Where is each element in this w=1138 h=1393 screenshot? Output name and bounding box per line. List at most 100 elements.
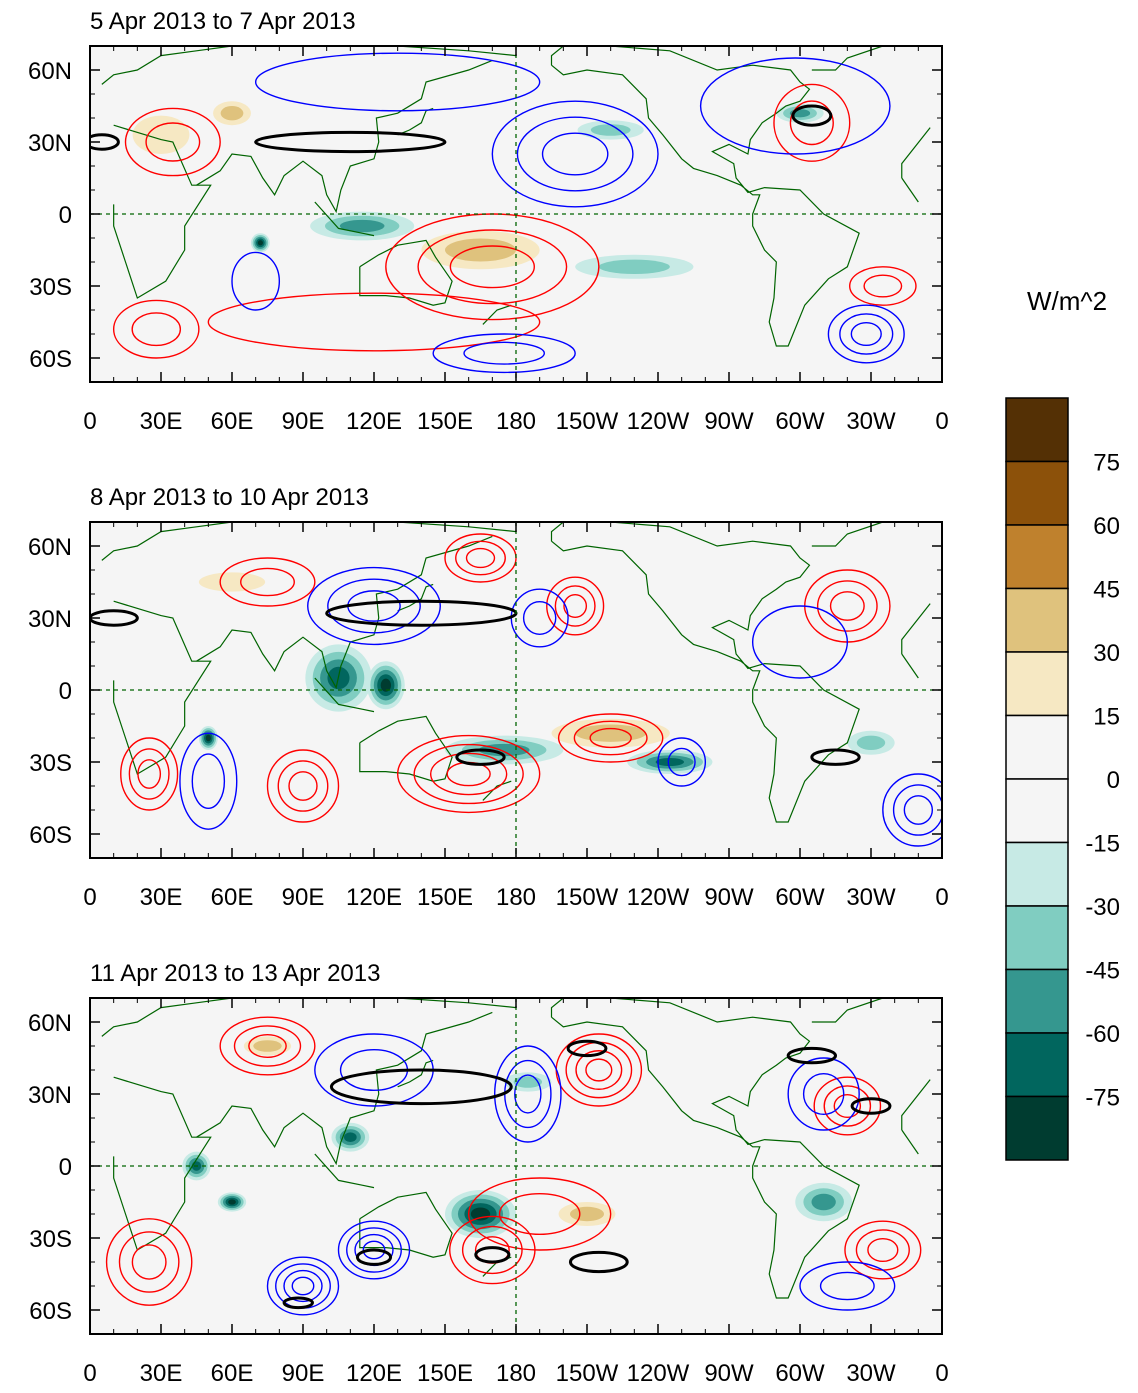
negative-contour (839, 313, 894, 355)
positive-contour (219, 1016, 316, 1076)
colorbar-label: 75 (1093, 450, 1120, 477)
x-tick-label: 90E (282, 884, 325, 911)
positive-contour (573, 720, 648, 756)
positive-contour (816, 580, 878, 632)
y-tick-label: 60N (28, 1010, 72, 1037)
negative-contour (362, 1240, 386, 1260)
coastline (550, 998, 860, 1299)
negative-contour (799, 1261, 896, 1311)
positive-contour (563, 593, 588, 619)
x-tick-label: 150E (417, 1360, 473, 1387)
positive-contour (277, 760, 329, 812)
colorbar-box (1005, 778, 1069, 844)
x-tick-label: 150W (556, 408, 619, 435)
x-tick-label: 120W (627, 884, 690, 911)
positive-contour (455, 540, 506, 576)
positive-contour (266, 749, 340, 823)
y-tick-label: 30N (28, 606, 72, 633)
colorbar-label: -15 (1085, 831, 1120, 858)
anomaly-shade (132, 115, 190, 154)
x-tick-label: 90E (282, 1360, 325, 1387)
colorbar-label: 60 (1093, 513, 1120, 540)
x-tick-label: 150W (556, 1360, 619, 1387)
colorbar-label: 0 (1107, 767, 1120, 794)
anomaly-shade (220, 106, 244, 121)
negative-contour (514, 1074, 542, 1114)
negative-contour (266, 1256, 340, 1316)
x-tick-label: 90W (704, 884, 754, 911)
positive-contour (233, 1025, 302, 1067)
x-tick-label: 150E (417, 408, 473, 435)
colorbar: W/m^2 75 60 45 30 15 0 -15 -30 -45 -60 -75 (1005, 286, 1120, 1161)
anomaly-shade (339, 219, 385, 233)
negative-contour (850, 321, 882, 347)
positive-contour (465, 547, 496, 569)
negative-contour (827, 304, 905, 364)
x-tick-label: 60W (775, 408, 825, 435)
anomaly-shade (590, 124, 631, 136)
coastline (901, 177, 919, 203)
colorbar-label: 15 (1093, 704, 1120, 731)
map-panel-1: 5 Apr 2013 to 7 Apr 2013 0 30E 60E 90E 120E 15… (28, 8, 949, 435)
x-tick-label: 180 (496, 408, 536, 435)
coastline (901, 653, 919, 679)
coastline (901, 1129, 919, 1155)
colorbar-label: 30 (1093, 640, 1120, 667)
positive-contour (823, 1085, 872, 1127)
positive-contour (844, 1220, 922, 1280)
colorbar-box (1005, 905, 1069, 971)
colorbar-box (1005, 397, 1069, 463)
significance-contour (566, 1039, 608, 1058)
y-tick-label: 0 (59, 1154, 72, 1181)
positive-contour (498, 1192, 581, 1236)
coastline (550, 522, 860, 823)
map-panel-3: 11 Apr 2013 to 13 Apr 2013 0 30E 60E 90E 120E… (28, 960, 949, 1387)
coastline (359, 1191, 453, 1258)
colorbar-box (1005, 651, 1069, 717)
negative-contour (291, 1276, 315, 1296)
significance-contour (90, 133, 120, 151)
negative-contour (491, 100, 659, 208)
y-tick-label: 30S (29, 274, 72, 301)
negative-contour (231, 251, 281, 311)
positive-contour (105, 1218, 193, 1306)
positive-contour (288, 771, 318, 801)
positive-contour (773, 83, 851, 162)
positive-contour (829, 591, 865, 621)
coastline (113, 1076, 212, 1251)
colorbar-box (1005, 1095, 1069, 1161)
x-tick-label: 60W (775, 884, 825, 911)
negative-contour (751, 605, 849, 679)
map-panel-2: 8 Apr 2013 to 10 Apr 2013 0 30E 60E 90E 120E 1… (28, 484, 949, 911)
positive-contour (867, 1237, 899, 1263)
y-tick-label: 60N (28, 534, 72, 561)
negative-contour (787, 1057, 860, 1131)
negative-contour (516, 116, 634, 192)
y-tick-label: 60S (29, 1298, 72, 1325)
panel-title: 5 Apr 2013 to 7 Apr 2013 (90, 8, 356, 35)
positive-contour (131, 312, 182, 347)
x-tick-label: 30W (846, 408, 896, 435)
positive-contour (240, 567, 295, 597)
positive-contour (120, 737, 179, 811)
x-tick-label: 30E (140, 408, 183, 435)
x-tick-label: 0 (83, 408, 96, 435)
positive-contour (207, 292, 541, 352)
x-tick-label: 0 (935, 1360, 948, 1387)
positive-contour (429, 752, 508, 796)
x-tick-label: 120E (346, 1360, 402, 1387)
negative-contour (307, 566, 441, 646)
negative-contour (903, 795, 934, 825)
coastline (113, 124, 212, 299)
positive-contour (461, 1225, 523, 1275)
coastline (550, 46, 860, 347)
coastline (196, 59, 493, 214)
positive-contour (554, 585, 596, 627)
y-tick-label: 30N (28, 1082, 72, 1109)
anomaly-shade (257, 240, 263, 246)
coastline (397, 1059, 434, 1088)
positive-contour (413, 743, 524, 805)
colorbar-box (1005, 1032, 1069, 1098)
coastline (811, 998, 884, 1023)
colorbar-box (1005, 460, 1069, 526)
